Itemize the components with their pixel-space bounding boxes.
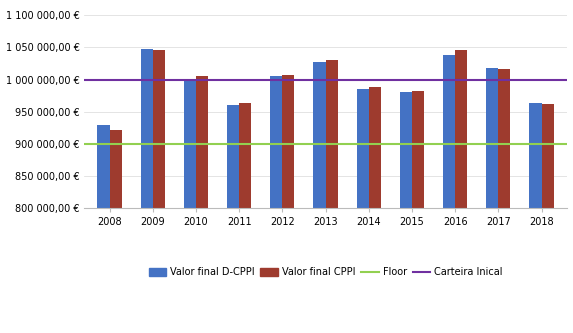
Bar <box>270 76 282 333</box>
Bar <box>153 50 165 333</box>
Bar <box>97 125 109 333</box>
Bar <box>356 89 368 333</box>
Bar <box>443 55 455 333</box>
Bar <box>400 93 412 333</box>
Bar <box>227 105 239 333</box>
Bar <box>325 60 337 333</box>
Bar <box>239 103 251 333</box>
Bar <box>455 50 467 333</box>
Bar <box>196 76 208 333</box>
Bar <box>499 69 511 333</box>
Bar <box>412 91 424 333</box>
Bar <box>368 87 381 333</box>
Bar <box>140 49 153 333</box>
Bar <box>486 68 499 333</box>
Bar <box>529 103 541 333</box>
Bar <box>109 131 121 333</box>
Bar <box>541 104 554 333</box>
Bar <box>184 81 196 333</box>
Bar <box>313 62 325 333</box>
Legend: Valor final D-CPPI, Valor final CPPI, Floor, Carteira Inical: Valor final D-CPPI, Valor final CPPI, Fl… <box>146 264 505 280</box>
Bar <box>282 75 295 333</box>
